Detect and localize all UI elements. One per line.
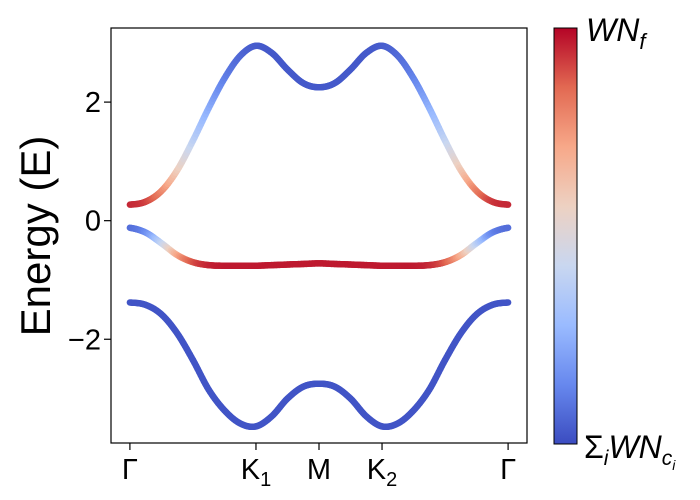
band-2 [126,224,512,270]
band-1 [126,42,512,208]
y-tick-label: −2 [68,324,101,356]
band-3 [126,299,512,431]
colorbar-top-label: WNf [586,12,648,54]
x-tick-label: K1 [241,454,271,491]
x-axis-ticks: Γ K1 M K2 Γ [122,443,516,491]
y-tick-label: 2 [85,87,101,119]
colorbar-bottom-label: ΣiWNci [584,429,676,473]
x-tick-label: M [307,454,331,486]
x-tick-label: Γ [122,454,138,486]
colorbar [553,27,578,445]
y-axis-title: Energy (E) [12,136,59,337]
x-tick-label: K2 [367,454,397,491]
y-axis-ticks: −2 0 2 [68,87,111,356]
y-tick-label: 0 [85,206,101,238]
x-tick-label: Γ [500,454,516,486]
band-lines [126,42,512,431]
